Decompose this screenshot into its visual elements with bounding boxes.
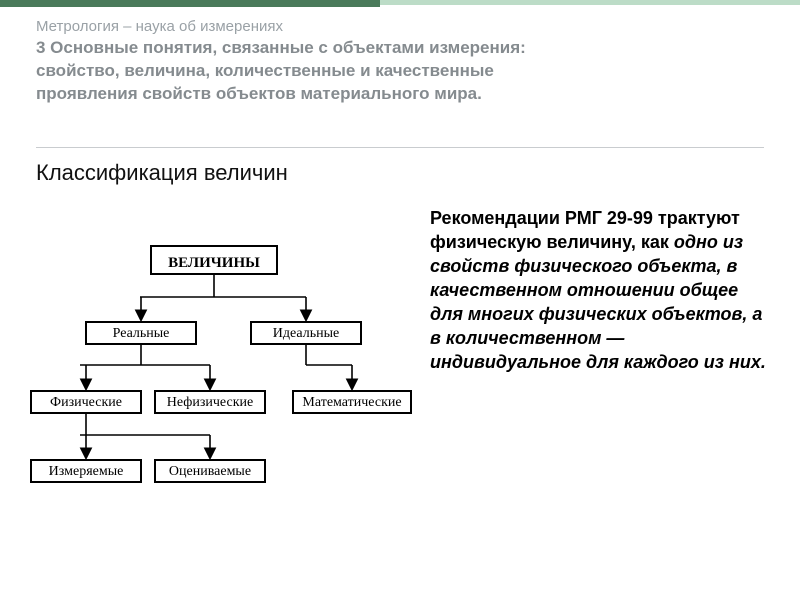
- diagram-node-meas: Измеряемые: [30, 459, 142, 483]
- header-eyebrow: Метрология – наука об измерениях: [36, 18, 764, 35]
- header-title-line-1: 3 Основные понятия, связанные с объектам…: [36, 38, 526, 57]
- stripe-accent: [0, 0, 380, 7]
- diagram-node-real: Реальные: [85, 321, 197, 345]
- header-title-line-3: проявления свойств объектов материальног…: [36, 84, 482, 103]
- diagram-node-est: Оцениваемые: [154, 459, 266, 483]
- diagram-connectors: [20, 235, 420, 535]
- diagram-node-nonp: Нефизические: [154, 390, 266, 414]
- header-title-line-2: свойство, величина, количественные и кач…: [36, 61, 494, 80]
- classification-diagram: ВЕЛИЧИНЫ Реальные Идеальные Физические Нефиз…: [20, 235, 420, 535]
- header-divider: [36, 147, 764, 148]
- diagram-node-root: ВЕЛИЧИНЫ: [150, 245, 278, 275]
- definition-italic: одно из свойств физического объекта, в к…: [430, 232, 766, 372]
- stripe-secondary: [380, 0, 800, 5]
- diagram-node-phys: Физические: [30, 390, 142, 414]
- slide-header: Метрология – наука об измерениях 3 Основ…: [36, 18, 764, 106]
- decorative-top-stripes: [0, 0, 800, 8]
- diagram-node-math: Математические: [292, 390, 412, 414]
- diagram-node-ideal: Идеальные: [250, 321, 362, 345]
- section-title: Классификация величин: [36, 160, 288, 186]
- header-title: 3 Основные понятия, связанные с объектам…: [36, 37, 764, 106]
- definition-text: Рекомендации РМГ 29-99 трактуют физическ…: [430, 207, 772, 375]
